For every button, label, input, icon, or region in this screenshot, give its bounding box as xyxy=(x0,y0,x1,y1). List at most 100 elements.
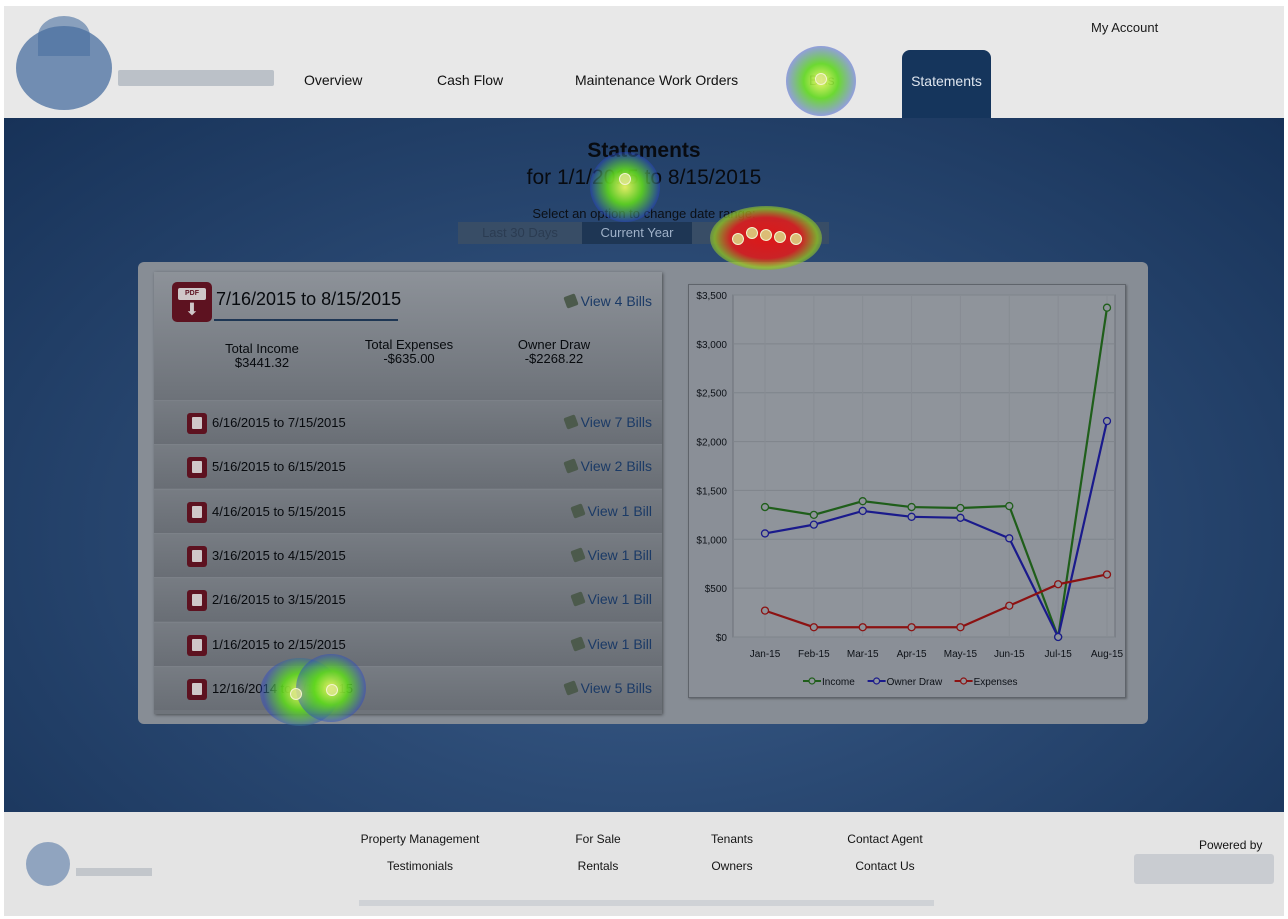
x-tick-label: Mar-15 xyxy=(847,649,879,660)
my-account-link[interactable]: My Account xyxy=(1091,20,1159,35)
range-custom[interactable] xyxy=(692,222,829,244)
nav-cash-flow[interactable]: Cash Flow xyxy=(437,72,504,88)
range-current-year[interactable]: Current Year xyxy=(582,222,692,244)
data-point xyxy=(1005,534,1014,543)
x-tick-label: Jul-15 xyxy=(1045,649,1073,660)
bill-icon xyxy=(569,502,586,519)
data-point xyxy=(809,520,819,529)
y-tick-label: $3,000 xyxy=(696,340,727,351)
data-point xyxy=(956,513,965,522)
powered-by-label: Powered by xyxy=(1199,838,1263,852)
pdf-icon[interactable] xyxy=(187,413,207,434)
company-logo[interactable] xyxy=(10,12,276,116)
data-point xyxy=(1102,570,1112,579)
data-point xyxy=(809,510,819,520)
statement-row[interactable]: 6/16/2015 to 7/15/2015 View 7 Bills xyxy=(154,400,662,444)
bill-icon xyxy=(562,293,579,309)
total-income: Total Income $3441.32 xyxy=(225,341,299,370)
data-point xyxy=(1102,303,1112,312)
statement-range: 2/16/2015 to 3/15/2015 xyxy=(212,592,346,608)
nav-maintenance-work-orders[interactable]: Maintenance Work Orders xyxy=(575,72,739,88)
bill-icon xyxy=(562,414,579,430)
footer-contact-agent[interactable]: Contact Agent xyxy=(847,832,923,846)
statement-row[interactable]: 4/16/2015 to 5/15/2015 View 1 Bill xyxy=(154,488,662,533)
pdf-icon[interactable] xyxy=(187,545,207,567)
statements-card: PDF ⬇ 7/16/2015 to 8/15/2015 View 4 Bill… xyxy=(138,262,1148,724)
legend-marker xyxy=(808,677,816,685)
x-tick-label: Jun-15 xyxy=(994,649,1025,660)
statement-range: 12/16/2014 to 1/15/2015 xyxy=(212,680,353,696)
range-last-30-days[interactable]: Last 30 Days xyxy=(482,225,558,240)
data-point xyxy=(858,623,867,632)
view-bills-link[interactable]: View 7 Bills xyxy=(562,414,652,430)
statement-range: 4/16/2015 to 5/15/2015 xyxy=(212,503,346,519)
current-statement-underline xyxy=(214,319,398,321)
legend-marker xyxy=(960,677,968,685)
statement-row[interactable]: 3/16/2015 to 4/15/2015 View 1 Bill xyxy=(154,532,662,577)
header: My Account Overview Cash Flow Maintenanc… xyxy=(4,6,1284,120)
line-chart: $0 $500 $1,000 $1,500 $2,000 $2,500 $3,000 $3,5… xyxy=(696,291,1123,688)
series-line-owner-draw xyxy=(764,420,1109,641)
data-point xyxy=(760,502,770,512)
series-line-expenses xyxy=(764,573,1108,629)
legend-label: Income xyxy=(822,677,855,688)
view-bills-link[interactable]: View 5 Bills xyxy=(562,680,652,696)
pdf-icon[interactable] xyxy=(187,678,207,700)
statement-row[interactable]: 2/16/2015 to 3/15/2015 View 1 Bill xyxy=(154,577,662,622)
view-bills-link[interactable]: View 1 Bill xyxy=(569,547,652,563)
statement-range: 5/16/2015 to 6/15/2015 xyxy=(212,459,346,475)
statement-row[interactable]: 5/16/2015 to 6/15/2015 View 2 Bills xyxy=(154,444,662,489)
data-point xyxy=(907,502,916,512)
data-point xyxy=(858,506,867,516)
y-tick-label: $3,500 xyxy=(696,291,727,302)
statement-row[interactable]: 1/16/2015 to 2/15/2015 View 1 Bill xyxy=(154,621,662,666)
nav-bills[interactable]: Bills xyxy=(809,72,835,88)
statement-list: PDF ⬇ 7/16/2015 to 8/15/2015 View 4 Bill… xyxy=(154,272,662,714)
footer-property-management[interactable]: Property Management xyxy=(360,832,480,846)
legend-marker xyxy=(873,677,881,685)
footer-for-sale[interactable]: For Sale xyxy=(575,832,621,846)
view-bills-link[interactable]: View 2 Bills xyxy=(562,458,652,474)
pdf-icon[interactable] xyxy=(187,457,207,479)
x-tick-label: May-15 xyxy=(944,649,978,660)
powered-by-logo[interactable] xyxy=(1134,854,1274,884)
bill-icon xyxy=(562,680,579,696)
data-point xyxy=(1053,580,1063,589)
view-bills-link[interactable]: View 1 Bill xyxy=(569,502,652,519)
y-tick-label: $1,500 xyxy=(696,486,727,497)
data-point xyxy=(1053,632,1063,642)
pdf-icon[interactable] xyxy=(187,590,207,612)
current-statement: PDF ⬇ 7/16/2015 to 8/15/2015 View 4 Bill… xyxy=(154,272,662,400)
page-subtitle: for 1/1/2015 to 8/15/2015 xyxy=(526,166,762,189)
footer-owners[interactable]: Owners xyxy=(711,859,753,873)
range-hint: Select an option to change date range: xyxy=(532,206,756,221)
nav-overview[interactable]: Overview xyxy=(304,72,363,88)
data-point xyxy=(907,623,916,632)
nav-statements[interactable]: Statements xyxy=(902,50,991,120)
y-tick-label: $2,500 xyxy=(696,389,727,400)
pdf-icon[interactable] xyxy=(187,634,207,656)
view-bills-link[interactable]: View 1 Bill xyxy=(569,591,652,607)
page-title: Statements xyxy=(587,139,701,162)
pdf-icon[interactable] xyxy=(187,501,207,523)
footer-contact-us[interactable]: Contact Us xyxy=(855,859,915,873)
y-tick-label: $2,000 xyxy=(696,438,727,449)
statement-row[interactable]: 12/16/2014 to 1/15/2015 View 5 Bills xyxy=(154,665,662,710)
y-tick-label: $0 xyxy=(716,633,728,644)
data-point xyxy=(858,497,867,506)
legend-label: Owner Draw xyxy=(887,677,943,688)
footer-tenants[interactable]: Tenants xyxy=(710,832,754,846)
bill-icon xyxy=(569,591,586,607)
data-point xyxy=(956,503,965,513)
data-point xyxy=(907,512,916,521)
footer-testimonials[interactable]: Testimonials xyxy=(386,859,454,873)
footer-fine-print xyxy=(359,900,934,906)
pdf-icon[interactable]: PDF ⬇ xyxy=(172,282,212,322)
statement-range: 1/16/2015 to 2/15/2015 xyxy=(212,636,346,652)
total-expenses: Total Expenses -$635.00 xyxy=(364,337,454,366)
view-bills-link[interactable]: View 1 Bill xyxy=(569,636,652,652)
data-point xyxy=(956,623,965,632)
footer-logo[interactable] xyxy=(16,832,156,892)
footer-rentals[interactable]: Rentals xyxy=(577,859,619,873)
view-bills-link[interactable]: View 4 Bills xyxy=(562,293,652,309)
